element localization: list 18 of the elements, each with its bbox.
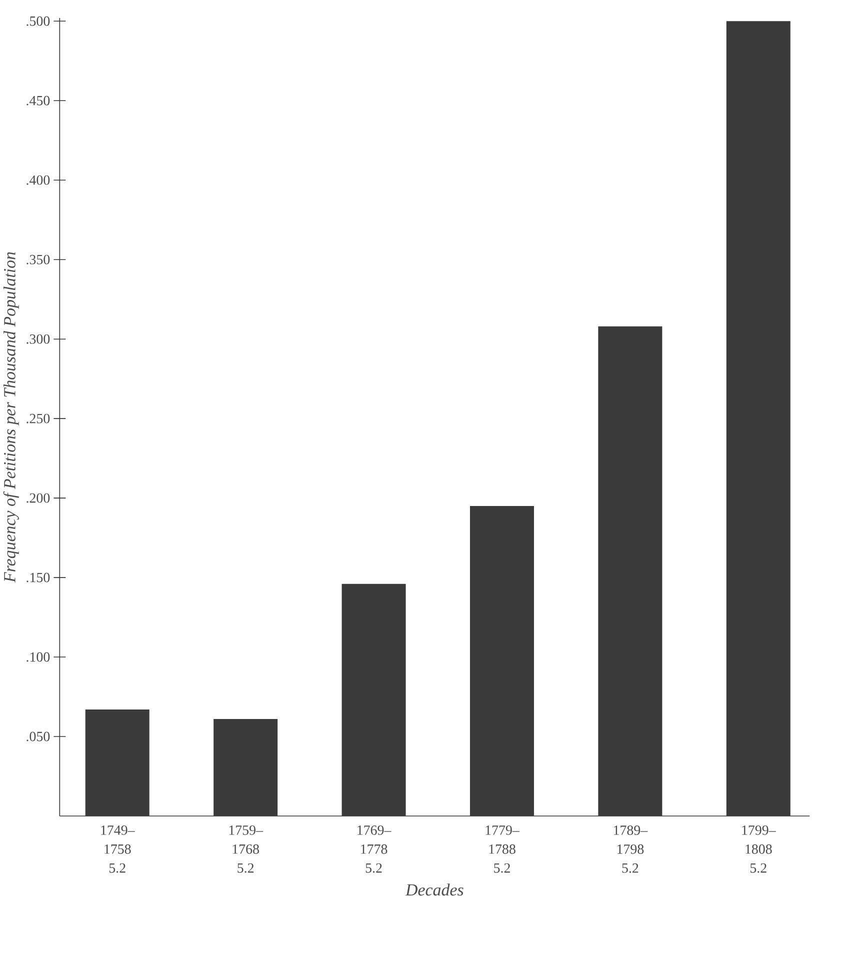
x-tick-label: 1779– 1788 5.2 bbox=[486, 826, 520, 873]
x-axis-title: Decades bbox=[405, 884, 464, 896]
y-tick-label: .100 bbox=[26, 652, 50, 662]
y-tick-label: .200 bbox=[26, 493, 50, 503]
y-tick-label: .400 bbox=[26, 175, 50, 185]
x-tick-label: 1769– 1778 5.2 bbox=[357, 826, 392, 873]
x-tick-label: 1749– 1758 5.2 bbox=[100, 826, 135, 873]
y-axis-title: Frequency of Petitions per Thousand Population bbox=[3, 252, 19, 583]
y-tick-label: .350 bbox=[26, 254, 50, 264]
x-tick-label: 1799– 1808 5.2 bbox=[742, 826, 776, 873]
y-tick-label: .150 bbox=[26, 572, 50, 582]
y-tick-label: .500 bbox=[26, 16, 50, 26]
y-tick-label: .450 bbox=[26, 96, 50, 106]
y-tick-label: .300 bbox=[26, 334, 50, 344]
y-tick-label: .050 bbox=[26, 732, 50, 742]
x-tick-label: 1789– 1798 5.2 bbox=[614, 826, 648, 873]
y-tick-label: .250 bbox=[26, 414, 50, 424]
x-tick-label: 1759– 1768 5.2 bbox=[229, 826, 263, 873]
